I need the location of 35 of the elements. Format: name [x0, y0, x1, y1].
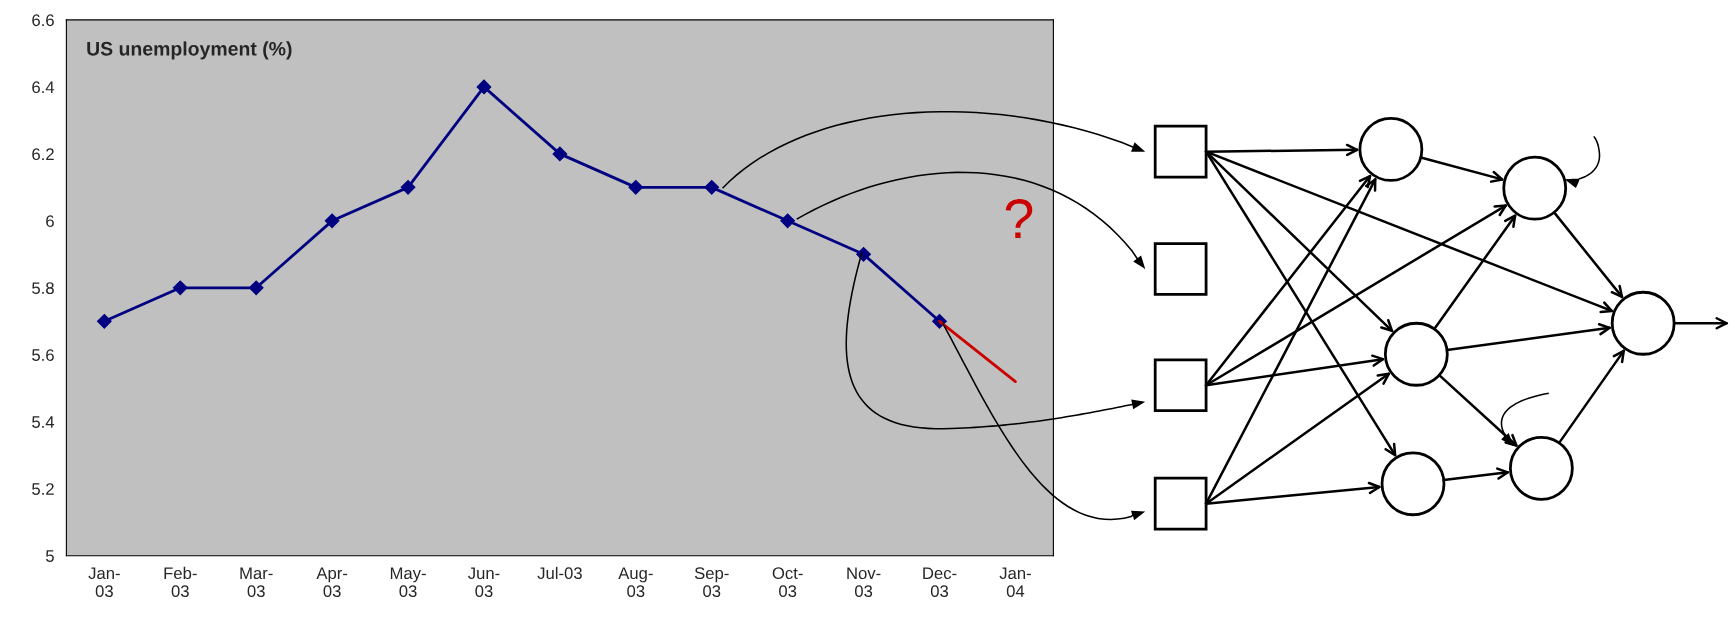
- x-tick-label: Nov- 03: [847, 567, 881, 598]
- x-tick-label: Jan- 03: [88, 567, 120, 598]
- text: US unemployment (%): [87, 41, 292, 60]
- point: [476, 79, 492, 95]
- point: [628, 179, 644, 195]
- y-tick-label: 6: [46, 215, 54, 228]
- x-tick-label: Jul-03: [537, 566, 582, 580]
- x-tick-label: Aug- 03: [618, 567, 653, 598]
- y-tick-label: 5.8: [32, 282, 54, 295]
- y-tick-label: 5: [45, 550, 54, 562]
- x-tick-label: Jan- 04: [999, 567, 1031, 598]
- annotation: ?: [1005, 199, 1033, 238]
- point: [552, 146, 568, 162]
- x-tick-label: May- 03: [390, 567, 426, 598]
- x-tick-label: Mar- 03: [240, 567, 273, 598]
- point: [704, 179, 720, 195]
- point: [248, 280, 264, 296]
- x-tick-label: Jun- 03: [468, 567, 500, 598]
- x-tick-label: Feb- 03: [164, 566, 197, 598]
- y-tick-label: 6.2: [32, 148, 54, 161]
- point: [324, 213, 340, 229]
- y-tick-label: 6.6: [32, 14, 54, 27]
- x-tick-label: Dec- 03: [923, 567, 957, 598]
- point: [96, 313, 112, 329]
- y-tick-label: 6.4: [32, 81, 55, 94]
- x-tick-label: Oct- 03: [772, 567, 803, 598]
- y-tick-label: 5.6: [32, 349, 54, 361]
- x-tick-label: Apr- 03: [316, 567, 348, 598]
- point: [856, 246, 871, 262]
- y-tick-label: 5.4: [32, 416, 55, 428]
- point: [400, 179, 416, 195]
- point: [172, 280, 188, 296]
- x-tick-label: Sep- 03: [694, 567, 729, 598]
- point: [780, 213, 796, 229]
- y-tick-label: 5.2: [32, 483, 54, 495]
